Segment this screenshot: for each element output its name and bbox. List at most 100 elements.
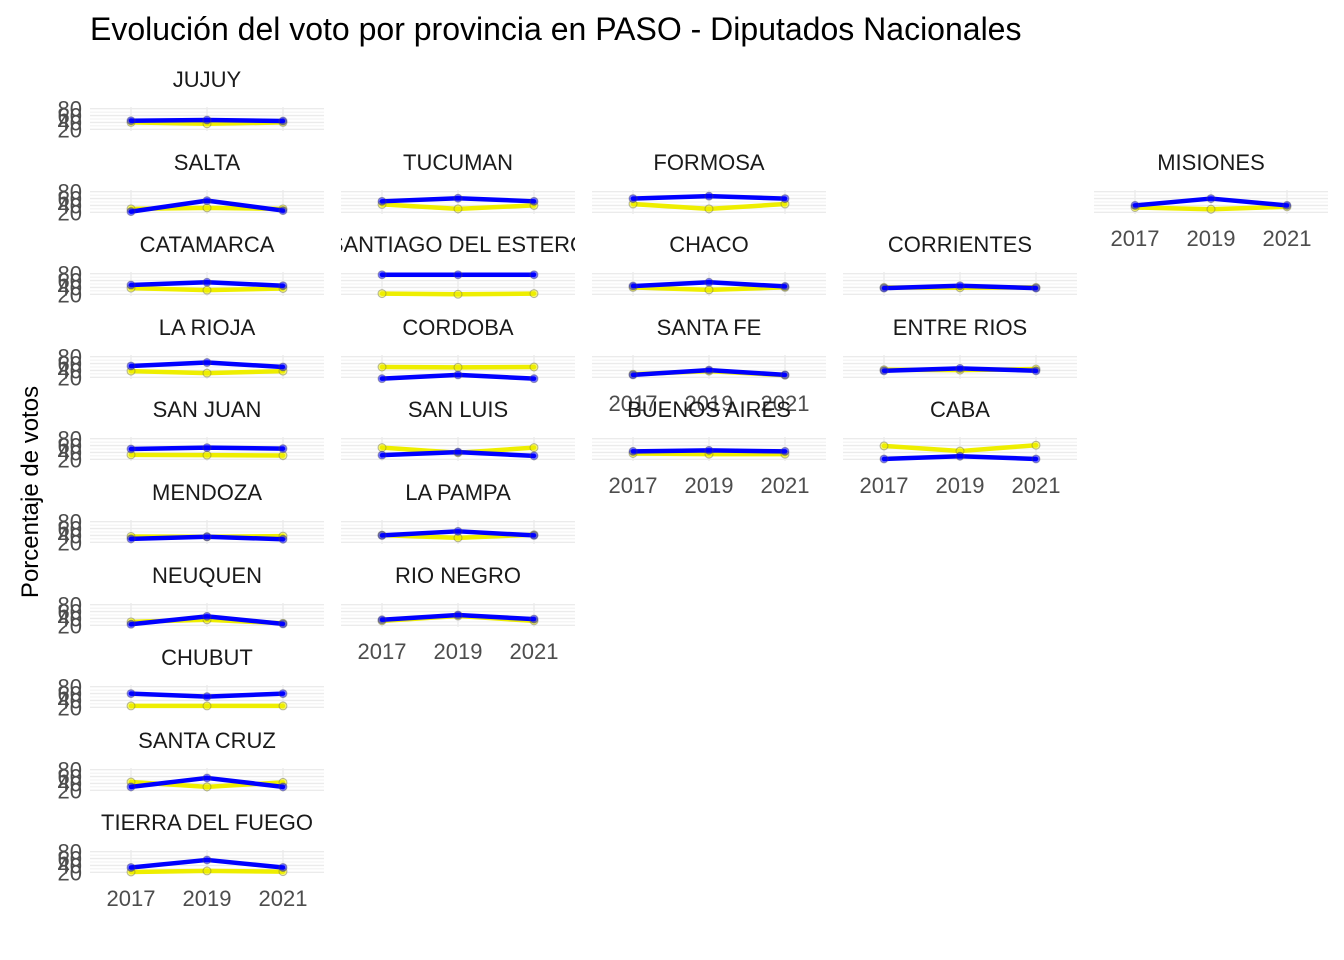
y-tick-label: 60	[58, 765, 82, 790]
blue-point	[1031, 454, 1041, 464]
y-tick-label: 60	[58, 352, 82, 377]
y-tick-label: 60	[58, 682, 82, 707]
facet-tucuman: TUCUMAN	[341, 150, 575, 214]
blue-point	[955, 451, 965, 461]
facet-label: CORDOBA	[402, 315, 514, 340]
y-tick-label: 20	[58, 117, 82, 142]
facet-label: RIO NEGRO	[395, 563, 521, 588]
yellow-point	[1206, 204, 1216, 214]
yellow-point	[202, 866, 212, 876]
blue-point	[628, 446, 638, 456]
y-tick-label: 60	[58, 434, 82, 459]
blue-point	[453, 370, 463, 380]
yellow-point	[202, 782, 212, 792]
x-tick-label: 2019	[685, 473, 734, 498]
blue-point	[529, 374, 539, 384]
x-tick-label: 2017	[1111, 226, 1160, 251]
facet-san-luis: SAN LUIS	[341, 397, 575, 461]
blue-point	[628, 370, 638, 380]
blue-point	[278, 534, 288, 544]
blue-point	[202, 443, 212, 453]
yellow-point	[377, 443, 387, 453]
x-tick-label: 2017	[860, 473, 909, 498]
blue-point	[126, 619, 136, 629]
blue-point	[278, 116, 288, 126]
x-tick-label: 2021	[761, 473, 810, 498]
y-tick-label: 80	[58, 97, 82, 122]
yellow-point	[1031, 440, 1041, 450]
x-tick-label: 2021	[1263, 226, 1312, 251]
y-tick-label: 60	[58, 104, 82, 129]
y-tick-label: 20	[58, 778, 82, 803]
blue-point	[780, 281, 790, 291]
facet-entre-rios: ENTRE RIOS	[843, 315, 1077, 379]
x-tick-label: 2019	[1187, 226, 1236, 251]
facet-label: FORMOSA	[653, 150, 765, 175]
y-tick-label: 40	[58, 688, 82, 713]
yellow-point	[377, 362, 387, 372]
facet-label: MENDOZA	[152, 480, 262, 505]
blue-point	[202, 196, 212, 206]
y-tick-label: 80	[58, 840, 82, 865]
blue-point	[453, 610, 463, 620]
blue-point	[780, 446, 790, 456]
facet-label: CHACO	[669, 232, 748, 257]
blue-point	[126, 207, 136, 217]
facet-cordoba: CORDOBA	[341, 315, 575, 384]
yellow-point	[202, 368, 212, 378]
facet-label: SAN JUAN	[153, 397, 262, 422]
blue-point	[126, 534, 136, 544]
y-tick-label: 40	[58, 193, 82, 218]
blue-point	[529, 451, 539, 461]
facet-label: TIERRA DEL FUEGO	[101, 810, 313, 835]
y-tick-label: 20	[58, 447, 82, 472]
y-tick-label: 60	[58, 600, 82, 625]
blue-point	[202, 855, 212, 865]
blue-point	[879, 454, 889, 464]
blue-point	[1282, 200, 1292, 210]
blue-point	[704, 365, 714, 375]
y-tick-label: 40	[58, 440, 82, 465]
yellow-point	[453, 362, 463, 372]
y-tick-label: 80	[58, 427, 82, 452]
blue-point	[453, 193, 463, 203]
x-tick-label: 2021	[1012, 473, 1061, 498]
facet-label: CABA	[930, 397, 990, 422]
blue-point	[704, 191, 714, 201]
x-tick-label: 2017	[358, 639, 407, 664]
blue-point	[126, 689, 136, 699]
y-tick-label: 80	[58, 180, 82, 205]
yellow-point	[202, 701, 212, 711]
blue-point	[126, 361, 136, 371]
facet-formosa: FORMOSA	[592, 150, 826, 214]
blue-point	[126, 444, 136, 454]
blue-point	[628, 281, 638, 291]
blue-point	[1031, 366, 1041, 376]
facet-label: CORRIENTES	[888, 232, 1032, 257]
blue-point	[278, 782, 288, 792]
blue-point	[126, 280, 136, 290]
y-tick-label: 20	[58, 200, 82, 225]
y-tick-label: 80	[58, 593, 82, 618]
blue-point	[278, 206, 288, 216]
blue-point	[628, 194, 638, 204]
x-tick-label: 2021	[761, 391, 810, 416]
blue-point	[377, 615, 387, 625]
blue-point	[377, 450, 387, 460]
blue-point	[1130, 200, 1140, 210]
facet-la-pampa: LA PAMPA	[341, 480, 575, 544]
y-axis-label: Porcentaje de votos	[17, 386, 44, 598]
yellow-point	[529, 289, 539, 299]
y-tick-label: 40	[58, 358, 82, 383]
facet-buenos-aires: BUENOS AIRES 2017 2019 2021	[592, 397, 826, 498]
blue-point	[202, 532, 212, 542]
yellow-point	[529, 362, 539, 372]
y-tick-label: 80	[58, 758, 82, 783]
facet-label: LA PAMPA	[405, 480, 511, 505]
facet-label: BUENOS AIRES	[627, 397, 791, 422]
